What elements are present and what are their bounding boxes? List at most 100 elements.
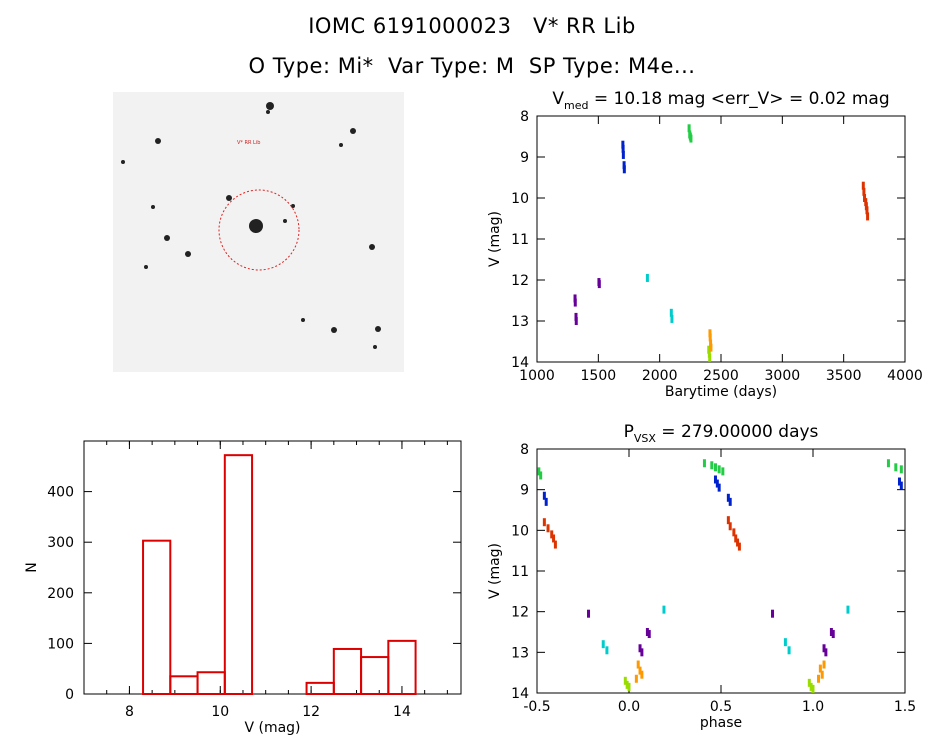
data-point [726,516,730,525]
data-point [866,212,870,221]
sky-image-cutout: V* RR Lib [113,92,404,372]
data-point [728,497,732,506]
x-tick-label: 3000 [765,368,801,384]
data-point [621,140,625,149]
histogram-bar [332,647,363,696]
y-tick-label: 9 [520,483,529,499]
data-point [861,181,865,190]
y-tick-label: 11 [511,564,529,580]
data-point [621,144,625,153]
data-point [783,638,787,647]
data-point [645,628,649,636]
histogram-bar [223,454,254,695]
star-12 [291,204,295,208]
data-point [708,333,712,342]
data-point [622,161,626,170]
data-point [863,194,867,202]
data-point [726,493,730,502]
target-label: V* RR Lib [237,140,260,146]
main-title: IOMC 6191000023 V* RR Lib [308,14,636,38]
data-point [846,605,850,614]
star-14 [266,110,270,114]
data-point [864,198,868,207]
x-tick-label: 1500 [581,368,617,384]
plot-frame [83,440,462,695]
y-axis-label: V (mag) [487,543,503,599]
star-16 [144,265,148,269]
star-11 [283,219,287,223]
star-5 [185,251,191,257]
data-point [634,674,638,683]
x-tick-label: 10 [211,704,229,720]
sky-image-svg: V* RR Lib [121,102,381,349]
star-18 [121,160,125,164]
data-point [713,475,717,484]
data-point [574,317,578,325]
y-tick-label: 400 [47,485,74,501]
y-tick-label: 13 [511,645,529,661]
data-point [597,280,601,289]
star-field [121,102,381,349]
data-point [717,483,721,492]
data-point [732,528,736,537]
histogram-bar [142,539,172,695]
data-point [736,538,740,547]
data-point [831,630,835,639]
data-point [865,206,869,215]
y-tick-label: 300 [47,535,74,551]
data-point [728,522,732,531]
data-point [574,312,578,321]
data-point [710,461,714,470]
data-point [638,666,642,675]
data-point [818,664,822,673]
data-point [622,165,626,174]
data-point [886,459,890,468]
x-tick-label: 3500 [826,368,862,384]
data-point [640,648,644,657]
data-point [734,534,738,543]
type-subtitle: O Type: Mi* Var Type: M SP Type: M4e... [248,54,696,78]
x-tick-label: 12 [302,704,320,720]
data-point [811,684,815,693]
y-tick-label: 13 [511,314,529,330]
y-tick-label: 200 [47,586,74,602]
data-point [625,680,629,689]
data-point [864,202,868,211]
star-8 [331,327,337,333]
star-2 [155,138,161,144]
data-point [894,463,898,472]
x-tick-label: 8 [125,704,134,720]
star-17 [339,143,343,147]
star-10 [301,318,305,322]
data-point [544,497,548,506]
data-point [899,481,903,490]
data-point [550,530,554,539]
data-point [687,124,691,133]
x-tick-label: 1.5 [894,699,916,715]
star-6 [226,195,232,201]
data-point [708,353,712,362]
data-point [702,459,706,468]
data-point [807,678,811,687]
y-tick-label: 0 [65,687,74,703]
y-tick-label: 10 [511,191,529,207]
data-point [737,542,741,551]
data-point [601,640,605,649]
data-point [899,465,903,474]
data-point [537,467,541,476]
star-3 [249,219,263,233]
data-point [709,339,713,348]
phase-curve-chart: PVSX = 279.00000 days -0.5 0.0 0.5 1.0 1.5 8 9 1… [487,422,916,731]
chart-title: Vmed = 10.18 mag <err_V> = 0.02 mag [552,89,889,112]
chart-title: PVSX = 279.00000 days [624,422,819,445]
y-tick-label: 12 [511,605,529,621]
x-tick-label: -0.5 [523,699,550,715]
star-0 [266,102,274,110]
data-point [553,540,557,549]
data-point [829,628,833,636]
data-point [817,674,821,683]
data-point [862,187,866,196]
histogram-bar [360,656,390,695]
y-tick-label: 11 [511,232,529,248]
x-tick-label: 4000 [887,368,923,384]
